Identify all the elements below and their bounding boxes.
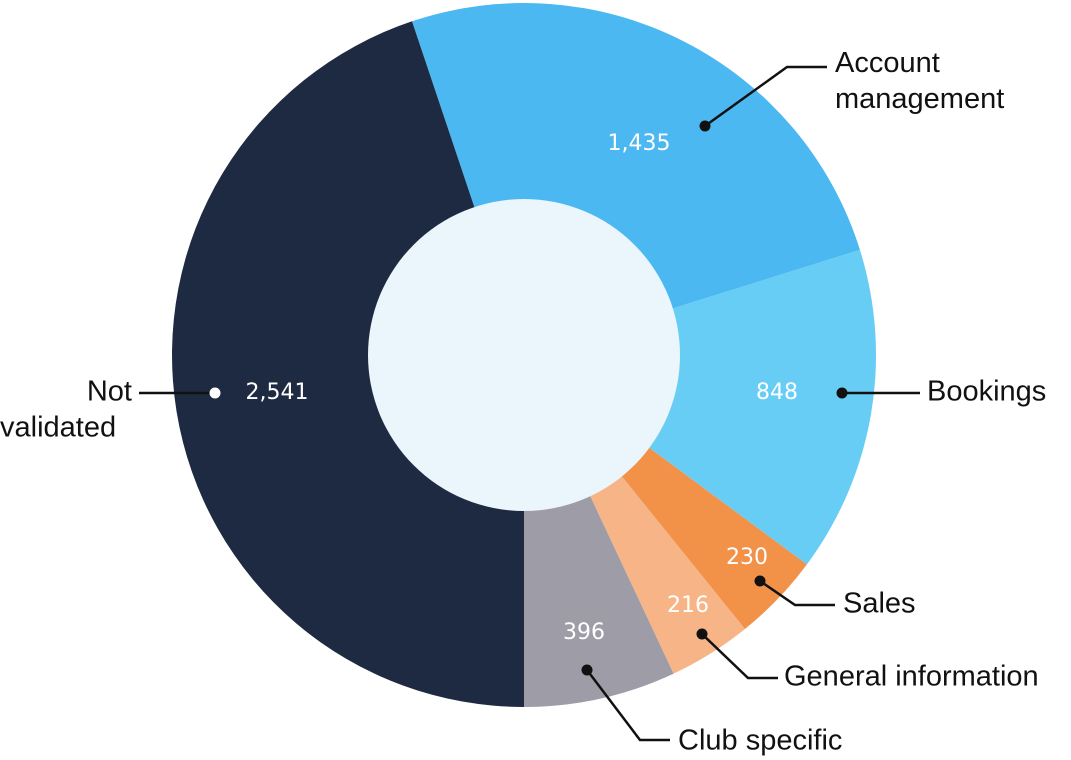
value-label-club-specific: 396	[563, 620, 605, 645]
donut-hole	[368, 199, 680, 511]
leader-dot-account-management	[699, 120, 711, 132]
category-label-not-validated: Not	[87, 376, 132, 408]
value-label-general-information: 216	[667, 593, 709, 618]
category-label-bookings: Bookings	[927, 376, 1046, 408]
leader-dot-bookings	[836, 387, 848, 399]
value-label-account-management: 1,435	[608, 131, 671, 156]
value-label-sales: 230	[726, 545, 768, 570]
value-label-bookings: 848	[756, 380, 798, 405]
value-label-not-validated: 2,541	[246, 380, 309, 405]
category-label-account-management: Account management	[835, 47, 1004, 115]
leader-line-general-information	[701, 633, 778, 680]
leader-line-club-specific	[586, 669, 670, 742]
category-label-general-information: General information	[784, 661, 1039, 693]
leader-dot-general-information	[696, 628, 708, 640]
leader-dot-not-validated	[209, 387, 221, 399]
category-label-club-specific: Club specific	[678, 725, 842, 757]
leader-dot-sales	[754, 575, 766, 587]
leader-dot-club-specific	[581, 664, 593, 676]
category-label-not-validated-line2: validated	[0, 412, 116, 444]
slice-not-validated	[171, 21, 524, 707]
category-label-sales: Sales	[843, 588, 916, 620]
leader-line-sales	[759, 579, 835, 607]
leader-line-account-management	[704, 65, 827, 128]
